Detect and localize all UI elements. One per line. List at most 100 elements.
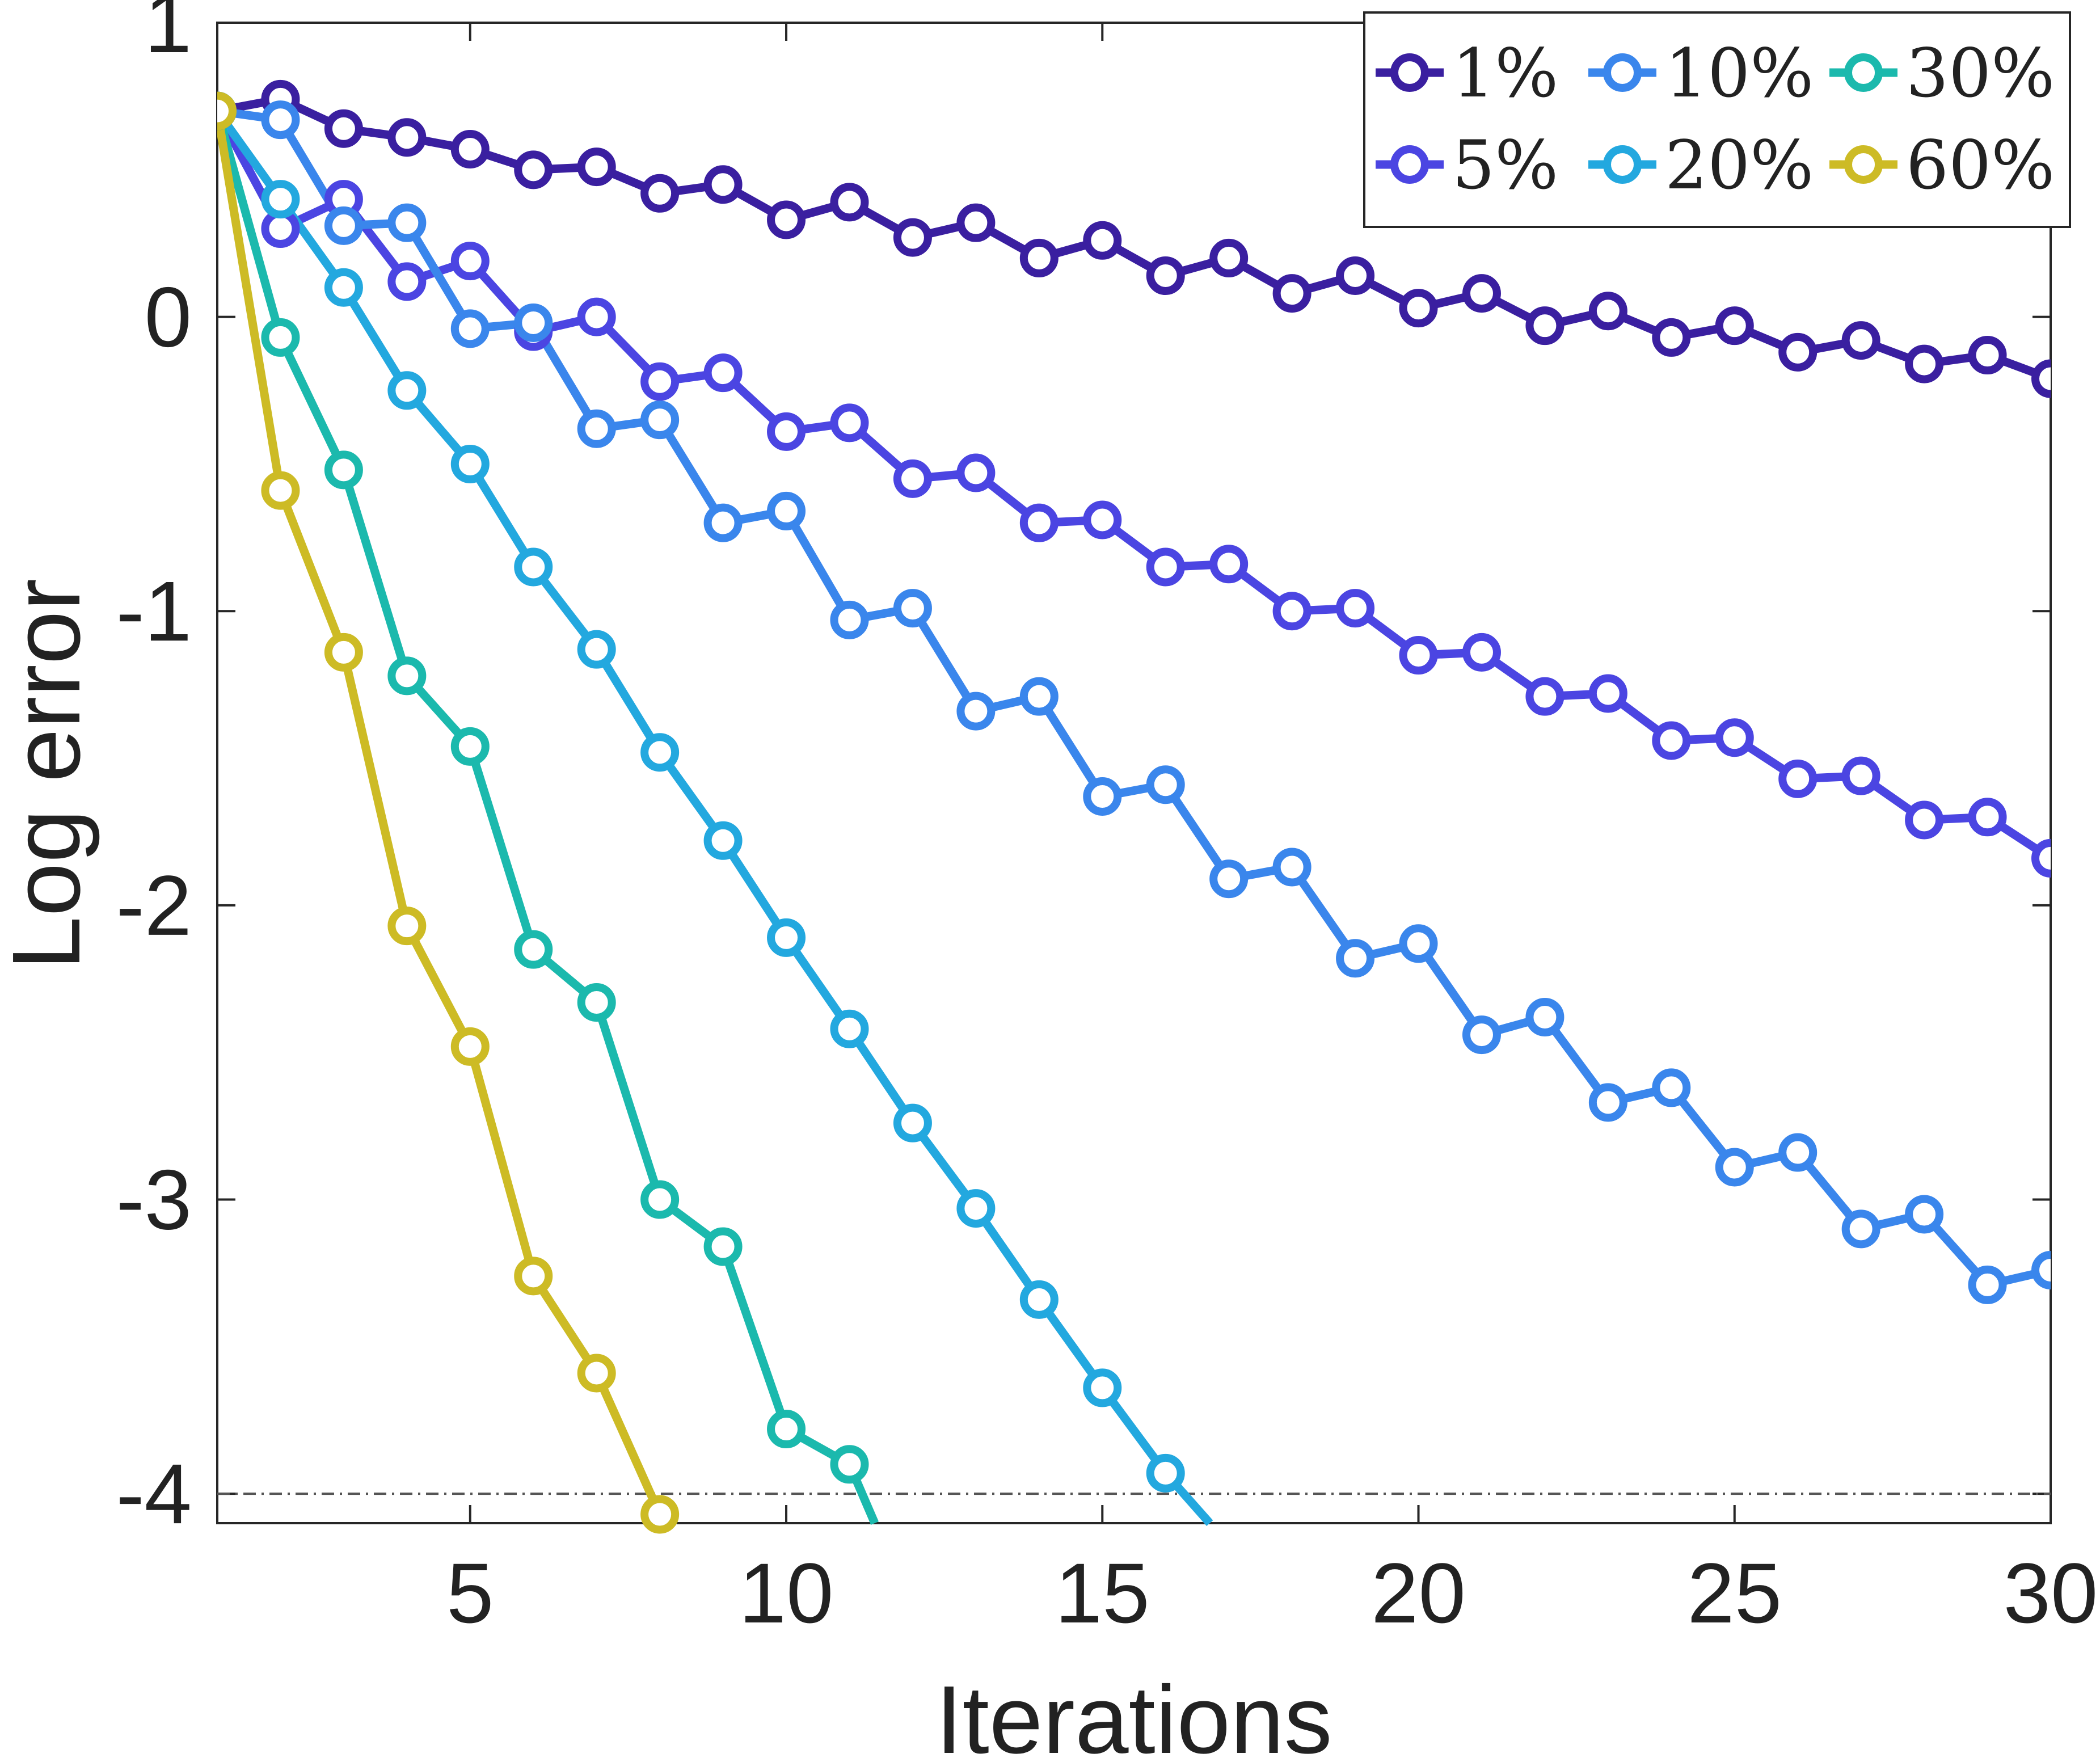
data-point [514, 1257, 553, 1296]
data-point [956, 453, 996, 492]
data-point [767, 491, 806, 530]
data-point [1715, 1148, 1754, 1187]
data-point [640, 174, 680, 213]
data-point [2031, 359, 2051, 398]
data-point [577, 1354, 616, 1393]
data-point [1272, 848, 1312, 887]
x-tick-label: 10 [739, 1545, 834, 1641]
data-point [577, 297, 616, 336]
data-point [1652, 1068, 1691, 1107]
data-point [1209, 238, 1249, 277]
data-point [830, 600, 869, 639]
data-point [261, 318, 300, 357]
data-point [830, 1009, 869, 1048]
x-tick-label: 30 [2004, 1545, 2098, 1641]
y-axis-label: Log error [0, 579, 100, 970]
data-point [217, 91, 237, 130]
legend-label: 10% [1665, 34, 1814, 112]
legend-label: 20% [1665, 126, 1814, 204]
data-point [387, 203, 427, 242]
x-tick-label: 25 [1687, 1545, 1782, 1641]
data-point [893, 459, 932, 498]
data-point [1841, 756, 1880, 795]
data-point [514, 930, 553, 969]
y-axis: 1 0 -1 -2 -3 -4 [116, 0, 2051, 1541]
x-tick-label: 20 [1371, 1545, 1466, 1641]
data-point [640, 401, 680, 440]
data-point [1399, 636, 1438, 675]
x-axis-label: Iterations [935, 1666, 1332, 1762]
data-point [450, 1027, 490, 1066]
x-tick-label: 5 [446, 1545, 494, 1641]
y-tick-label: 1 [145, 0, 192, 70]
data-point [1525, 306, 1565, 345]
data-point [1905, 800, 1944, 840]
data-point [1905, 1195, 1944, 1234]
plot-area [216, 22, 2052, 1524]
data-point [956, 203, 996, 242]
data-point [1778, 1133, 1818, 1172]
data-point [1905, 344, 1944, 383]
data-point [1019, 1280, 1059, 1319]
data-point [1209, 545, 1249, 584]
data-point [1399, 289, 1438, 328]
data-point [1083, 777, 1122, 816]
data-point [261, 471, 300, 510]
data-point [1019, 238, 1059, 277]
data-point [767, 200, 806, 239]
data-point [1525, 677, 1565, 716]
data-point [1336, 939, 1375, 978]
data-point [1588, 674, 1627, 713]
data-point [514, 303, 553, 342]
legend-label: 30% [1906, 34, 2055, 112]
data-point [577, 409, 616, 448]
data-point [261, 180, 300, 219]
data-point [324, 206, 363, 245]
data-point [387, 118, 427, 157]
data-point [324, 109, 363, 148]
data-point [956, 692, 996, 731]
data-point [1083, 500, 1122, 539]
data-point [450, 242, 490, 281]
data-point [1778, 332, 1818, 372]
data-point [767, 918, 806, 957]
data-point [1968, 798, 2007, 837]
data-point [830, 403, 869, 442]
x-tick-label: 15 [1055, 1545, 1150, 1641]
y-tick-label: -4 [116, 1446, 192, 1541]
data-point [956, 1189, 996, 1228]
data-point [450, 727, 490, 766]
data-point [1841, 1209, 1880, 1249]
y-tick-label: -2 [116, 858, 192, 953]
data-point [1841, 321, 1880, 360]
data-point [1462, 633, 1501, 672]
data-point [1083, 1368, 1122, 1407]
data-point [2031, 1250, 2051, 1289]
data-point [1083, 221, 1122, 260]
data-point [577, 147, 616, 187]
data-point [1588, 292, 1627, 331]
data-point [1336, 589, 1375, 628]
data-point [1462, 1015, 1501, 1055]
data-point [703, 165, 743, 204]
data-point [1336, 256, 1375, 296]
data-point [1715, 306, 1754, 345]
x-axis: 5 10 15 20 25 30 [446, 23, 2098, 1641]
legend-swatch-marker [1390, 53, 1429, 92]
series-group [217, 79, 2051, 1534]
data-point [703, 1227, 743, 1266]
data-point [893, 589, 932, 628]
legend-label: 1% [1452, 34, 1558, 112]
data-point [893, 1103, 932, 1143]
legend-swatch-marker [1603, 53, 1642, 92]
plot-lines [217, 79, 2051, 1534]
data-point [261, 100, 300, 140]
data-point [324, 633, 363, 672]
data-point [1146, 547, 1185, 587]
data-point [1968, 1265, 2007, 1304]
data-point [1715, 718, 1754, 757]
legend-swatch-marker [1844, 145, 1883, 184]
data-point [703, 821, 743, 860]
data-point [1525, 997, 1565, 1036]
